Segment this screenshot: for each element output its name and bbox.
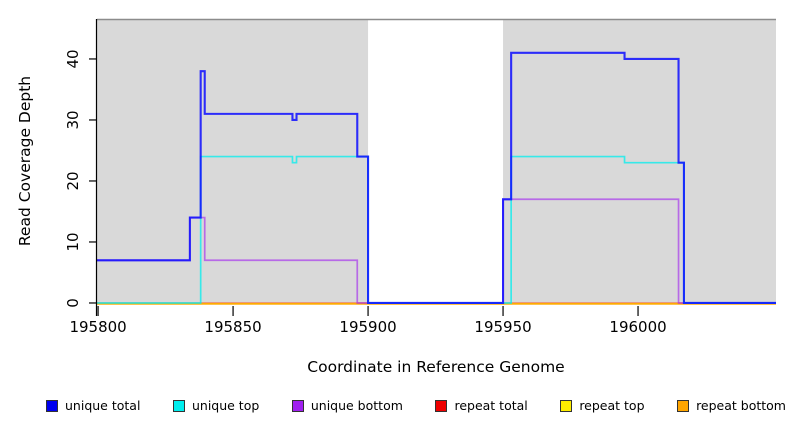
legend-item-repeat-bottom: repeat bottom	[677, 397, 786, 413]
legend-item-unique-bottom: unique bottom	[291, 397, 403, 413]
legend-color-swatch	[435, 400, 448, 412]
legend-color-swatch	[291, 400, 304, 412]
legend-label: repeat total	[454, 397, 528, 413]
x-tick-label: 196000	[609, 318, 666, 336]
y-tick-label: 30	[64, 110, 82, 129]
x-tick-label: 195950	[474, 318, 531, 336]
y-tick-label: 0	[64, 298, 82, 308]
chart-legend: unique total unique top unique bottom repea…	[46, 396, 786, 416]
y-tick-label: 10	[64, 232, 82, 251]
axes: 0 10 20 30 40 195800 195850 195900 195950 196000	[64, 19, 667, 336]
legend-label: repeat top	[579, 397, 645, 413]
x-axis-title: Coordinate in Reference Genome	[307, 358, 564, 376]
legend-color-swatch	[677, 400, 690, 412]
legend-item-repeat-top: repeat top	[560, 397, 645, 413]
legend-item-repeat-total: repeat total	[435, 397, 528, 413]
coverage-band	[97, 19, 369, 304]
legend-color-swatch	[172, 400, 185, 412]
legend-color-swatch	[560, 400, 573, 412]
series-lines	[97, 51, 776, 305]
x-tick-label: 195800	[69, 318, 126, 336]
legend-label: repeat bottom	[696, 397, 786, 413]
background-bands	[97, 19, 776, 304]
x-tick-label: 195850	[204, 318, 261, 336]
legend-label: unique total	[65, 397, 141, 413]
y-tick-label: 40	[64, 49, 82, 68]
coverage-band	[503, 19, 776, 304]
series-line-unique-total	[97, 51, 776, 305]
legend-item-unique-top: unique top	[172, 397, 260, 413]
legend-item-unique-total: unique total	[46, 397, 141, 413]
legend-color-swatch	[46, 400, 58, 412]
legend-label: unique top	[191, 397, 260, 413]
y-tick-label: 20	[64, 171, 82, 190]
legend-label: unique bottom	[310, 397, 403, 413]
x-tick-label: 195900	[339, 318, 396, 336]
y-axis-title: Read Coverage Depth	[16, 76, 34, 246]
